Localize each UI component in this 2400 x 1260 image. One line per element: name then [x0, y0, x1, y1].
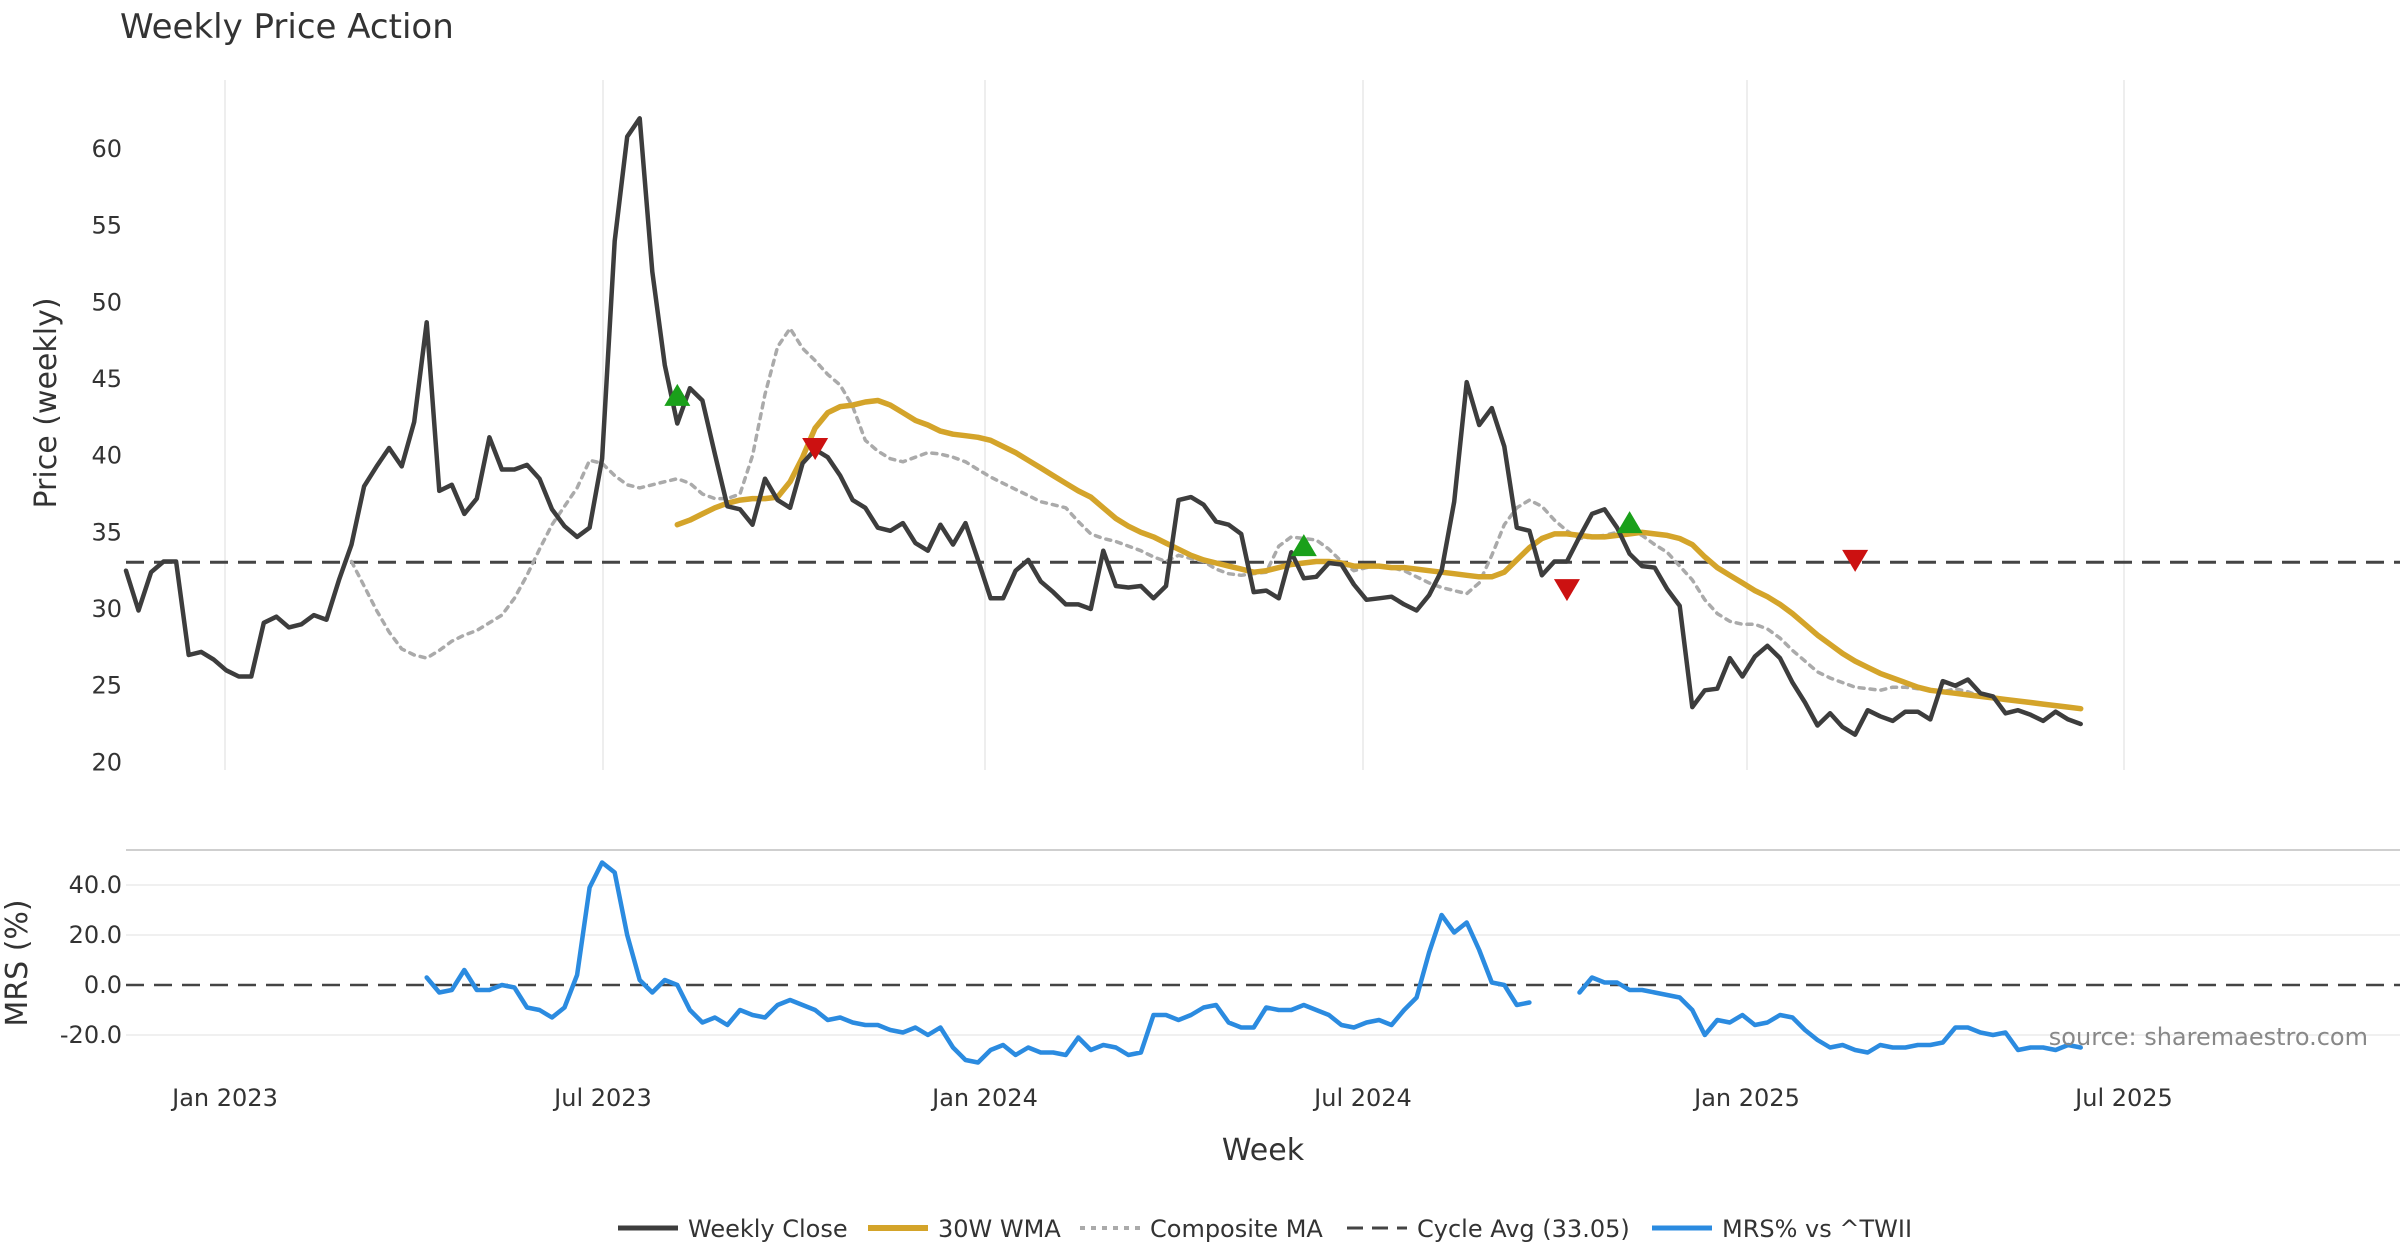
price-y-axis-title: Price (weekly) [29, 297, 64, 508]
mrs-y-tick-label: 0.0 [84, 971, 122, 999]
weekly-close-series [123, 116, 2083, 737]
mrs-gridlines [126, 884, 2400, 1036]
sell-signal-marker [1842, 549, 1869, 572]
buy-signal-marker [1616, 511, 1643, 534]
buy-signal-marker [1290, 534, 1317, 557]
mrs-series-segment-2 [1577, 975, 2083, 1055]
legend-label: MRS% vs ^TWII [1722, 1215, 1912, 1243]
price-y-tick-label: 40 [91, 442, 122, 470]
mrs-series-segment-1 [424, 860, 1532, 1065]
price-y-tick-label: 50 [91, 288, 122, 316]
wma-30w-series [674, 397, 2084, 712]
x-tick-label: Jan 2025 [1692, 1084, 1800, 1112]
legend-label: 30W WMA [938, 1215, 1061, 1243]
price-y-tick-label: 30 [91, 595, 122, 623]
legend-label: Cycle Avg (33.05) [1417, 1215, 1630, 1243]
price-gridlines [224, 80, 2125, 770]
source-label: source: sharemaestro.com [2049, 1023, 2368, 1051]
mrs-y-tick-label: -20.0 [60, 1021, 122, 1049]
x-tick-label: Jul 2025 [2073, 1084, 2173, 1112]
x-ticks: Jan 2023 Jul 2023 Jan 2024 Jul 2024 Jan 2025… [170, 1084, 2173, 1112]
composite-ma-series [349, 326, 2083, 711]
legend-label: Weekly Close [688, 1215, 848, 1243]
x-tick-label: Jan 2024 [930, 1084, 1038, 1112]
price-y-tick-label: 25 [91, 672, 122, 700]
price-y-tick-label: 35 [91, 518, 122, 546]
mrs-y-ticks: 40.0 20.0 0.0 -20.0 [60, 871, 122, 1049]
legend-label: Composite MA [1150, 1215, 1323, 1243]
mrs-y-axis-title: MRS (%) [0, 899, 35, 1026]
legend: Weekly Close 30W WMA Composite MA Cycle Avg… [618, 1215, 1912, 1243]
price-y-tick-label: 55 [91, 212, 122, 240]
sell-signal-marker [802, 438, 829, 460]
chart-title: Weekly Price Action [120, 7, 454, 47]
mrs-y-tick-label: 40.0 [69, 871, 122, 899]
buy-signal-marker [664, 383, 691, 406]
price-y-tick-label: 60 [91, 135, 122, 163]
signal-markers [664, 383, 1869, 602]
mrs-y-tick-label: 20.0 [69, 921, 122, 949]
sell-signal-marker [1553, 579, 1580, 602]
x-axis-title: Week [1222, 1133, 1305, 1168]
x-tick-label: Jul 2023 [552, 1084, 652, 1112]
x-tick-label: Jul 2024 [1312, 1084, 1412, 1112]
x-tick-label: Jan 2023 [170, 1084, 278, 1112]
price-y-tick-label: 20 [91, 748, 122, 776]
price-y-ticks: 20 25 30 35 40 45 50 55 60 [91, 135, 122, 776]
price-y-tick-label: 45 [91, 365, 122, 393]
